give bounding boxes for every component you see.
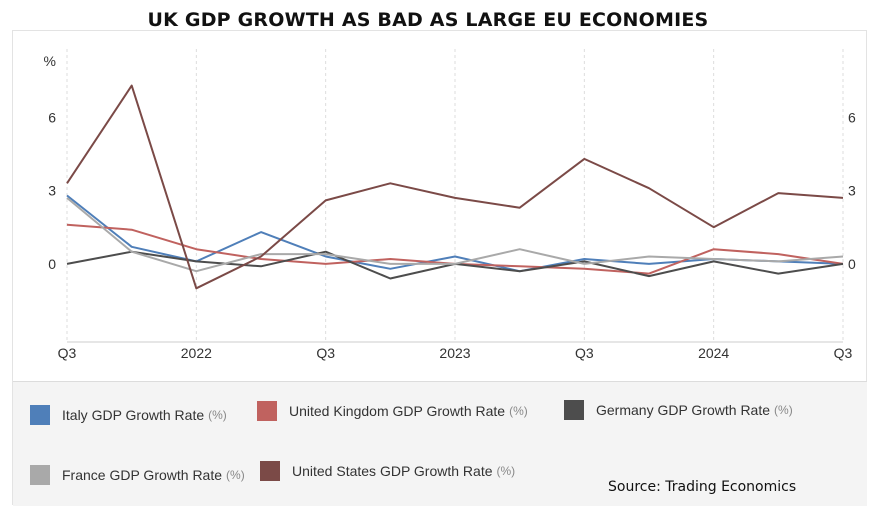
y-tick-label-left: 3: [48, 183, 56, 199]
x-tick-label: Q3: [58, 345, 77, 361]
x-tick-label: 2024: [698, 345, 729, 361]
x-tick-label: Q3: [316, 345, 335, 361]
legend-unit-france: (%): [226, 468, 245, 482]
x-tick-label: 2022: [181, 345, 212, 361]
y-tick-label-left: 0: [48, 256, 56, 272]
legend-unit-uk: (%): [509, 404, 528, 418]
legend-item-us[interactable]: United States GDP Growth Rate (%): [260, 461, 515, 481]
legend-unit-us: (%): [496, 464, 516, 478]
y-tick-label-left: 6: [48, 109, 56, 125]
x-tick-label: Q3: [834, 345, 853, 361]
legend-label-germany: Germany GDP Growth Rate: [596, 402, 771, 418]
y-tick-label-right: 3: [848, 183, 856, 199]
legend-label-uk: United Kingdom GDP Growth Rate: [289, 403, 506, 419]
legend-item-italy[interactable]: Italy GDP Growth Rate (%): [30, 405, 227, 425]
legend-item-uk[interactable]: United Kingdom GDP Growth Rate (%): [257, 401, 528, 421]
axis-labels: Q3 2022 Q3 2023 Q3 2024 Q3 0 0 3 3 6 6%: [44, 53, 856, 361]
grid-lines: [66, 49, 844, 342]
source-note: Source: Trading Economics: [608, 479, 797, 495]
chart-title: UK GDP GROWTH AS BAD AS LARGE EU ECONOMI…: [147, 9, 709, 31]
legend-swatch-uk: [257, 401, 277, 421]
legend-swatch-italy: [30, 405, 50, 425]
legend-swatch-germany: [564, 400, 584, 420]
series-lines: [66, 84, 844, 290]
legend-unit-germany: (%): [774, 403, 793, 417]
y-axis-unit-label: %: [44, 53, 56, 69]
x-tick-label: Q3: [575, 345, 594, 361]
legend-swatch-us: [260, 461, 280, 481]
y-tick-label-right: 0: [848, 256, 856, 272]
legend: Italy GDP Growth Rate (%) United Kingdom…: [13, 381, 867, 506]
legend-item-france[interactable]: France GDP Growth Rate (%): [30, 465, 245, 485]
x-tick-label: 2023: [439, 345, 470, 361]
legend-label-france: France GDP Growth Rate: [62, 467, 223, 483]
y-tick-label-right: 6: [848, 109, 856, 125]
legend-swatch-france: [30, 465, 50, 485]
legend-unit-italy: (%): [208, 408, 227, 422]
legend-label-italy: Italy GDP Growth Rate: [62, 407, 205, 423]
legend-item-germany[interactable]: Germany GDP Growth Rate (%): [564, 400, 793, 420]
series-line-4: [66, 84, 844, 290]
series-line-3: [66, 197, 844, 273]
legend-label-us: United States GDP Growth Rate: [292, 463, 493, 479]
